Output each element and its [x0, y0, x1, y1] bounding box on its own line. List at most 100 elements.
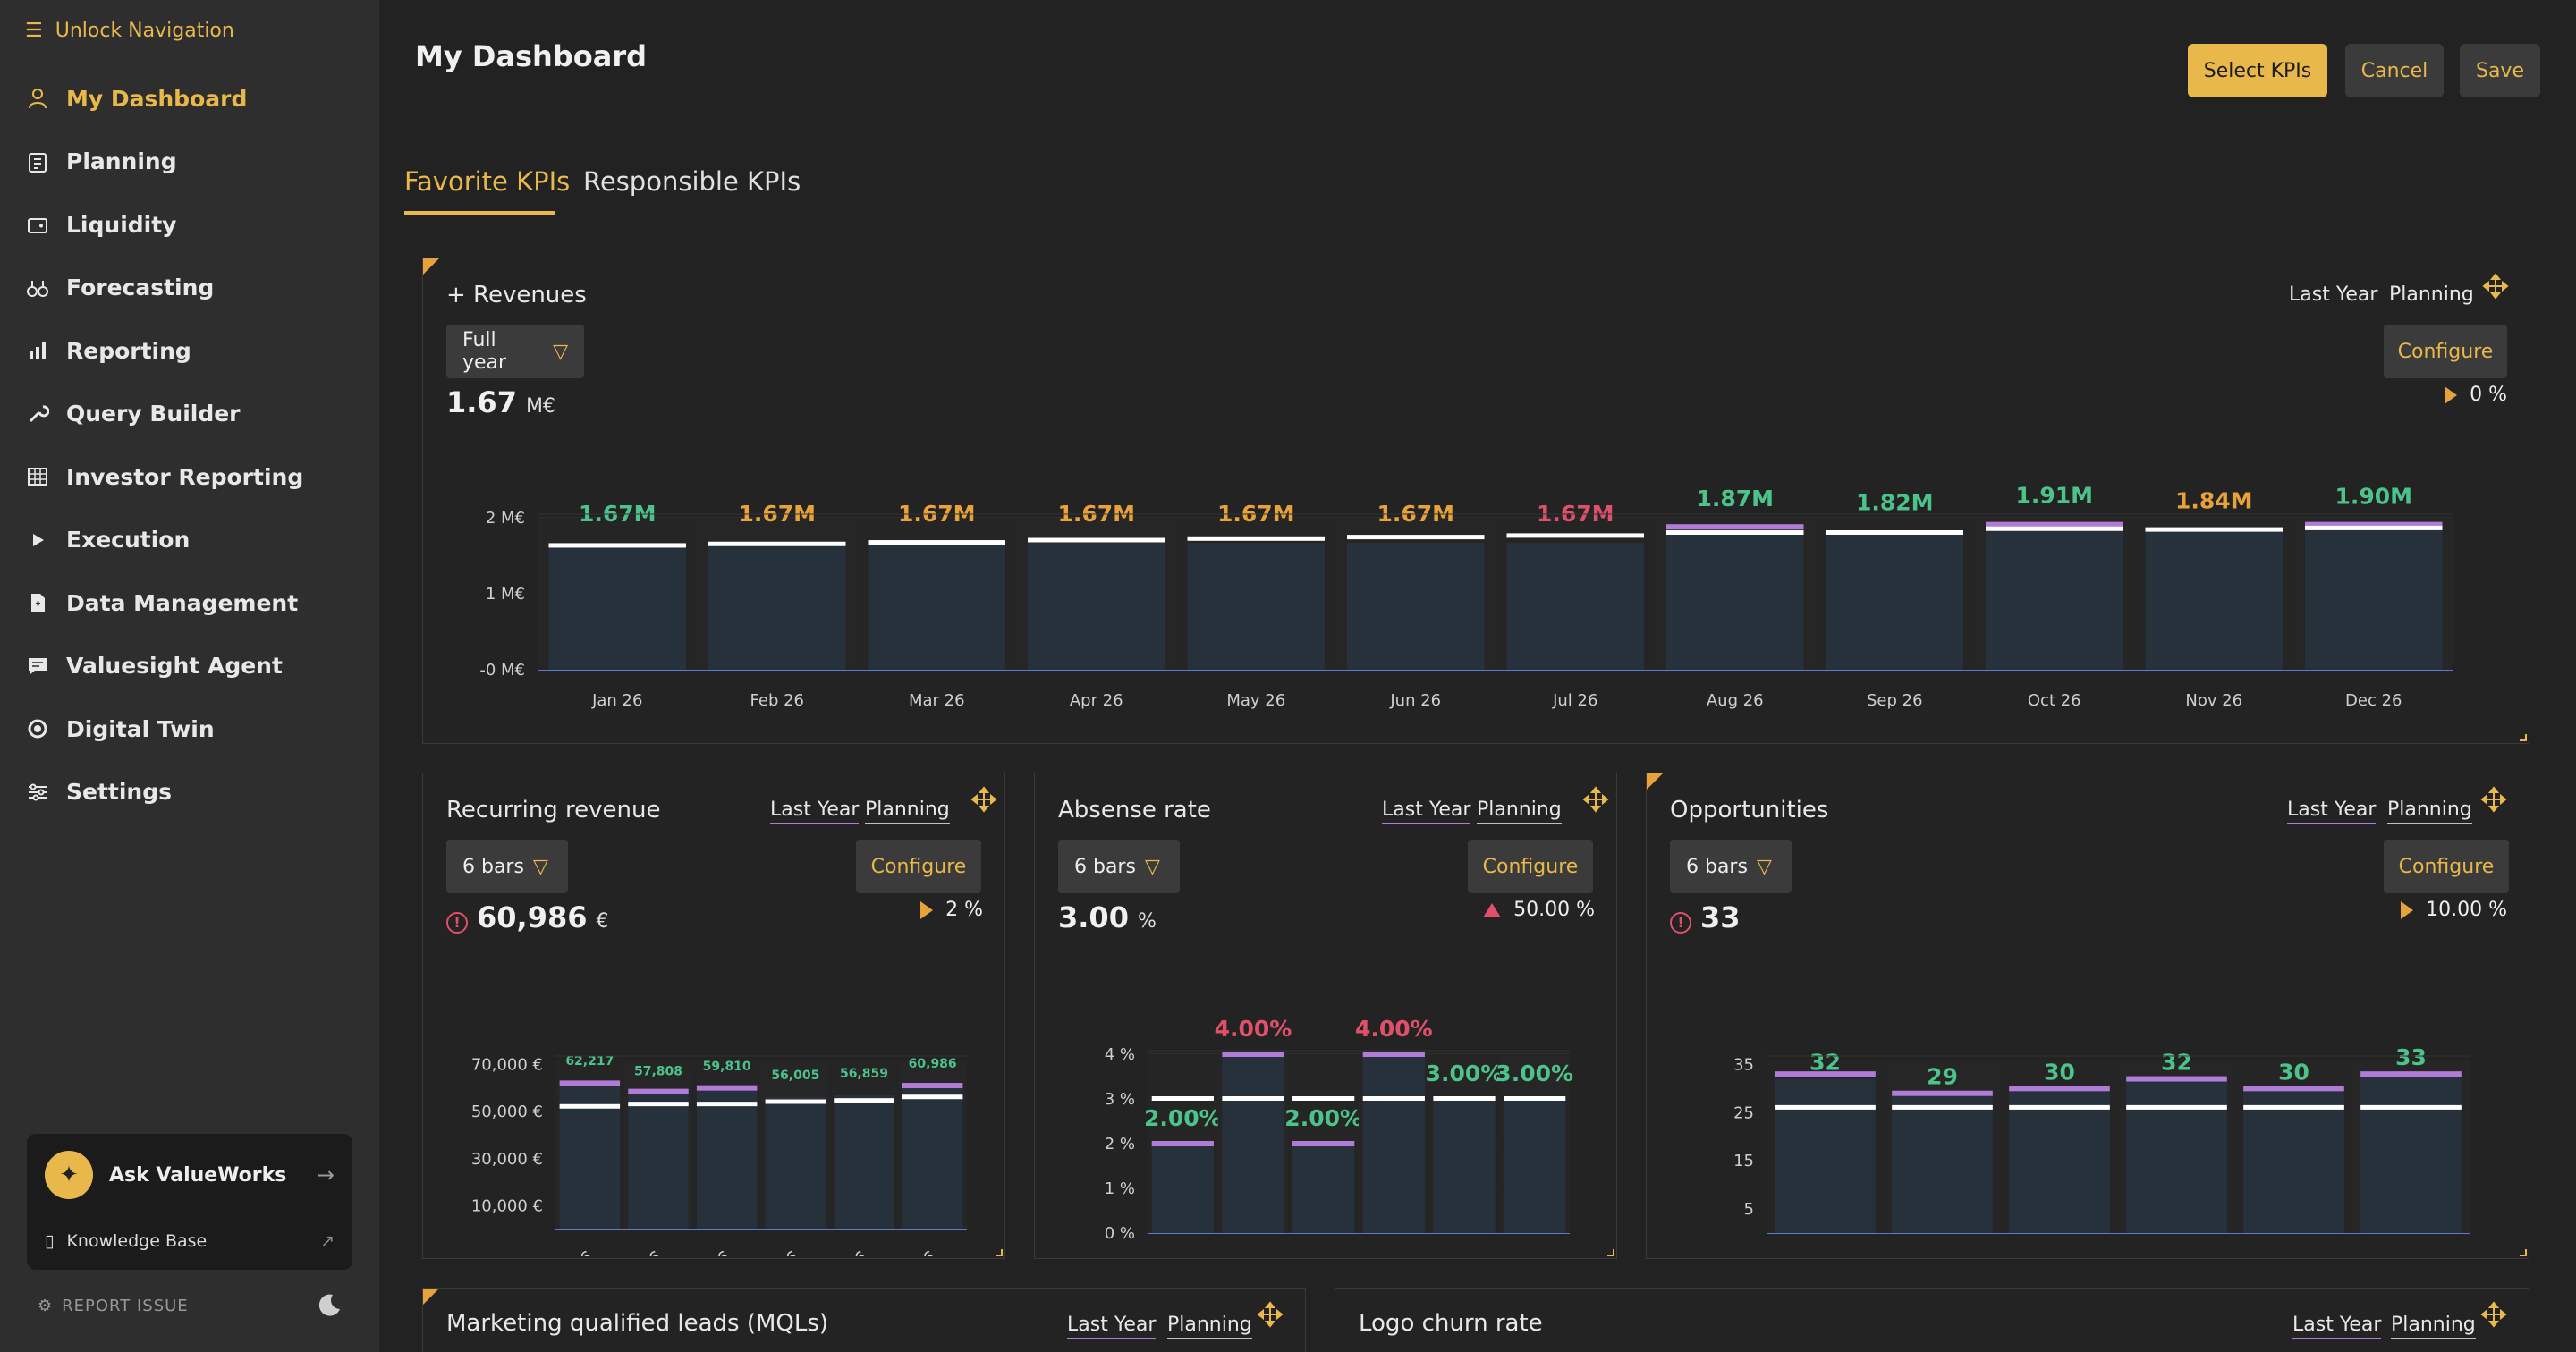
table-icon	[25, 464, 50, 489]
y-tick-label: 15	[1733, 1152, 1754, 1170]
planning-toggle[interactable]: Planning	[1167, 1314, 1252, 1339]
sidebar-item-digital-twin[interactable]: Digital Twin	[25, 711, 215, 747]
last-year-toggle[interactable]: Last Year	[2292, 1314, 2382, 1339]
configure-button[interactable]: Configure	[1468, 840, 1593, 893]
bars-dropdown[interactable]: 6 bars ▽	[1670, 840, 1792, 893]
data-label: 3.00%	[1426, 1060, 1504, 1086]
sidebar-item-investor-reporting[interactable]: Investor Reporting	[25, 459, 303, 494]
save-button[interactable]: Save	[2460, 44, 2540, 97]
bar	[1346, 543, 1485, 670]
x-tick-label: Feb 26	[1156, 1255, 1210, 1256]
sidebar-item-forecasting[interactable]: Forecasting	[25, 270, 214, 306]
unlock-navigation-button[interactable]: ☰ Unlock Navigation	[25, 16, 234, 45]
bar	[1665, 528, 1804, 670]
move-icon[interactable]	[2480, 1301, 2507, 1328]
tab-responsible-kpis[interactable]: Responsible KPIs	[583, 166, 801, 197]
data-label: 29	[1927, 1064, 1958, 1090]
x-tick-label: Oct 26	[2028, 691, 2081, 710]
period-dropdown[interactable]: Full year ▽	[446, 325, 584, 378]
mqls-card: Marketing qualified leads (MQLs) Last Ye…	[422, 1288, 1306, 1352]
planning-marker	[765, 1099, 826, 1104]
resize-handle[interactable]	[996, 1249, 1003, 1256]
resize-handle[interactable]	[2520, 1249, 2527, 1256]
last-year-marker	[2243, 1086, 2344, 1092]
ask-valueworks-button[interactable]: ✦ Ask ValueWorks →	[45, 1150, 335, 1200]
chat-icon	[25, 654, 50, 679]
warning-icon: !	[446, 911, 468, 934]
sidebar-item-reporting[interactable]: Reporting	[25, 333, 191, 368]
planning-toggle[interactable]: Planning	[1477, 799, 1562, 824]
x-tick-label: Jun 26	[816, 1247, 870, 1256]
x-tick-label: May 26	[741, 1247, 801, 1256]
planning-marker	[2126, 1104, 2227, 1110]
y-tick-label: 1 %	[1105, 1179, 1135, 1198]
last-year-marker	[1222, 1052, 1284, 1057]
moon-icon[interactable]	[315, 1291, 343, 1320]
bar	[2360, 1074, 2462, 1233]
configure-button[interactable]: Configure	[2384, 325, 2507, 378]
bar	[2009, 1088, 2110, 1233]
sidebar-item-liquidity[interactable]: Liquidity	[25, 207, 176, 242]
sidebar-item-settings[interactable]: Settings	[25, 774, 172, 810]
tab-favorite-kpis[interactable]: Favorite KPIs	[404, 166, 571, 197]
bar	[902, 1086, 963, 1229]
sidebar-item-valuesight-agent[interactable]: Valuesight Agent	[25, 648, 283, 684]
resize-handle[interactable]	[2520, 734, 2527, 741]
kpi-delta: 2 %	[920, 899, 983, 921]
ask-valueworks-label: Ask ValueWorks	[109, 1163, 287, 1187]
last-year-toggle[interactable]: Last Year	[1067, 1314, 1157, 1339]
data-label: 30	[2278, 1059, 2309, 1085]
last-year-toggle[interactable]: Last Year	[770, 799, 860, 824]
external-link-icon: ↗	[320, 1231, 335, 1251]
cancel-button[interactable]: Cancel	[2345, 44, 2444, 97]
move-icon[interactable]	[2482, 273, 2509, 300]
planning-marker	[1826, 530, 1964, 535]
move-icon[interactable]	[1582, 786, 1609, 813]
planning-marker	[1187, 536, 1326, 541]
planning-toggle[interactable]: Planning	[2387, 799, 2472, 824]
report-issue-button[interactable]: ⚙ REPORT ISSUE	[38, 1291, 189, 1320]
bar	[1362, 1054, 1425, 1233]
sidebar-item-execution[interactable]: Execution	[25, 522, 190, 558]
x-tick-label: Apr 26	[2033, 1255, 2087, 1256]
kpi-value-unit: M€	[525, 395, 555, 418]
planning-marker	[2145, 527, 2284, 532]
sidebar-item-my-dashboard[interactable]: My Dashboard	[25, 80, 247, 116]
trend-flat-icon	[2401, 900, 2414, 919]
sidebar-item-query-builder[interactable]: Query Builder	[25, 396, 241, 432]
last-year-toggle[interactable]: Last Year	[2287, 799, 2377, 824]
sidebar-item-planning[interactable]: Planning	[25, 144, 177, 180]
planning-toggle[interactable]: Planning	[2389, 283, 2474, 308]
data-label: 33	[2395, 1044, 2427, 1070]
resize-handle[interactable]	[1607, 1249, 1614, 1256]
sidebar-item-label: Planning	[66, 148, 177, 174]
last-year-toggle[interactable]: Last Year	[1382, 799, 1471, 824]
y-tick-label: 1 M€	[486, 585, 525, 604]
select-kpis-button[interactable]: Select KPIs	[2188, 44, 2327, 97]
configure-button[interactable]: Configure	[856, 840, 981, 893]
bar	[834, 1094, 894, 1229]
bars-dropdown[interactable]: 6 bars ▽	[1058, 840, 1180, 893]
move-icon[interactable]	[970, 786, 997, 813]
bars-dropdown-value: 6 bars	[462, 855, 524, 878]
move-icon[interactable]	[2480, 786, 2507, 813]
bars-dropdown[interactable]: 6 bars ▽	[446, 840, 568, 893]
planning-marker	[1665, 530, 1804, 535]
last-year-toggle[interactable]: Last Year	[2289, 283, 2378, 308]
trend-flat-icon	[920, 900, 934, 919]
last-year-marker	[1362, 1052, 1425, 1057]
x-tick-label: Mar 26	[1225, 1255, 1282, 1256]
sidebar-item-label: Forecasting	[66, 275, 215, 300]
planning-toggle[interactable]: Planning	[2391, 1314, 2476, 1339]
file-icon	[25, 590, 50, 615]
knowledge-base-link[interactable]: ▯ Knowledge Base ↗	[45, 1223, 335, 1259]
move-icon[interactable]	[1257, 1301, 1284, 1328]
kpi-value-unit: €	[596, 910, 609, 933]
configure-button[interactable]: Configure	[2384, 840, 2509, 893]
chevron-down-icon: ▽	[1756, 855, 1772, 878]
sidebar-item-data-management[interactable]: Data Management	[25, 585, 298, 621]
main-content: My Dashboard Select KPIs Cancel Save Fav…	[379, 0, 2576, 1352]
last-year-marker	[1151, 1141, 1214, 1146]
planning-toggle[interactable]: Planning	[865, 799, 950, 824]
trend-flat-icon	[2445, 385, 2458, 404]
